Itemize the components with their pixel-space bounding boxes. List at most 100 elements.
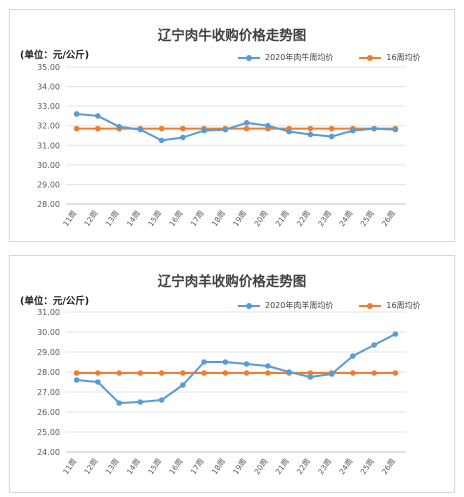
data-point xyxy=(371,370,377,376)
data-point xyxy=(286,128,292,135)
y-tick-label: 33.00 xyxy=(37,102,60,111)
legend-swatch-blue xyxy=(238,54,260,61)
y-tick-label: 30.00 xyxy=(37,328,60,337)
data-point xyxy=(73,125,80,132)
data-point xyxy=(265,370,271,376)
legend-swatch-blue xyxy=(238,302,260,309)
x-tick-label: 14周 xyxy=(125,209,142,228)
x-tick-label: 18周 xyxy=(210,209,227,228)
x-tick-label: 11周 xyxy=(61,457,78,476)
plot-area: 35.00 34.00 33.00 32.00 31.00 30.00 29.00 28.00… xyxy=(37,63,406,228)
y-tick-label: 34.00 xyxy=(37,83,60,92)
data-point xyxy=(201,127,207,134)
data-point xyxy=(201,370,207,376)
legend-entry-series-1: 2020年肉羊周均价 xyxy=(238,300,333,311)
legend-label: 2020年肉牛周均价 xyxy=(265,53,334,62)
y-tick-label: 28.00 xyxy=(37,200,60,209)
x-tick-label: 12周 xyxy=(82,209,99,228)
x-tick-label: 23周 xyxy=(316,209,333,228)
data-point xyxy=(95,379,101,385)
data-point xyxy=(116,370,122,376)
data-point xyxy=(137,370,144,376)
data-point xyxy=(180,382,186,388)
x-tick-label: 26周 xyxy=(380,457,397,476)
data-point xyxy=(392,126,399,133)
data-point xyxy=(158,137,165,144)
x-tick-label: 26周 xyxy=(380,209,397,228)
chart-legend: 2020年肉牛周均价 16周均价 xyxy=(238,52,421,63)
data-point xyxy=(222,359,229,365)
x-tick-label: 19周 xyxy=(231,209,248,228)
y-tick-label: 24.00 xyxy=(37,448,60,457)
x-tick-label: 20周 xyxy=(252,209,269,228)
data-point xyxy=(392,331,399,337)
data-point xyxy=(137,126,144,133)
data-point xyxy=(158,125,165,132)
legend-entry-series-2: 16周均价 xyxy=(359,300,421,311)
legend-swatch-orange xyxy=(359,302,382,309)
x-tick-label: 21周 xyxy=(274,209,291,228)
chart-title: 辽宁肉牛收购价格走势图 xyxy=(157,28,307,44)
legend-label: 16周均价 xyxy=(386,301,421,310)
data-point xyxy=(95,370,101,376)
y-tick-label: 27.00 xyxy=(37,388,60,397)
y-tick-label: 35.00 xyxy=(37,63,60,72)
legend-label: 16周均价 xyxy=(386,53,421,62)
data-point xyxy=(116,123,122,130)
data-point xyxy=(158,397,165,403)
x-tick-label: 15周 xyxy=(146,457,163,476)
x-tick-label: 25周 xyxy=(359,457,376,476)
data-point xyxy=(73,111,80,117)
data-point xyxy=(328,125,335,132)
x-tick-label: 22周 xyxy=(295,209,312,228)
y-tick-label: 26.00 xyxy=(37,408,60,417)
y-tick-label: 31.00 xyxy=(37,141,60,150)
data-point xyxy=(73,377,80,383)
data-point xyxy=(180,125,186,132)
y-tick-label: 31.00 xyxy=(37,308,60,317)
data-point xyxy=(392,370,399,376)
legend-label: 2020年肉羊周均价 xyxy=(265,301,334,310)
y-tick-label: 32.00 xyxy=(37,122,60,131)
data-point xyxy=(307,370,314,376)
data-point xyxy=(350,127,356,134)
data-point xyxy=(95,113,101,119)
y-tick-label: 29.00 xyxy=(37,348,60,357)
y-tick-label: 28.00 xyxy=(37,368,60,377)
data-point xyxy=(243,361,250,367)
unit-label: (单位：元/公斤) xyxy=(20,50,90,61)
data-point xyxy=(350,370,356,376)
x-tick-label: 13周 xyxy=(104,457,121,476)
x-tick-label: 18周 xyxy=(210,457,227,476)
data-point xyxy=(371,125,377,132)
data-point xyxy=(201,359,207,365)
data-point xyxy=(371,342,377,348)
x-tick-label: 25周 xyxy=(359,209,376,228)
x-tick-label: 20周 xyxy=(252,457,269,476)
x-tick-label: 16周 xyxy=(167,457,184,476)
data-point xyxy=(222,126,229,133)
y-tick-label: 29.00 xyxy=(37,180,60,189)
data-point xyxy=(116,400,122,406)
data-point xyxy=(307,131,314,138)
x-tick-label: 23周 xyxy=(316,457,333,476)
chart-legend: 2020年肉羊周均价 16周均价 xyxy=(238,300,421,311)
x-tick-label: 11周 xyxy=(61,209,78,228)
y-tick-label: 30.00 xyxy=(37,161,60,170)
data-point xyxy=(158,370,165,376)
x-tick-label: 17周 xyxy=(189,457,206,476)
data-point xyxy=(137,399,144,405)
data-point xyxy=(180,370,186,376)
x-tick-label: 24周 xyxy=(337,209,354,228)
data-point xyxy=(265,363,271,369)
data-point xyxy=(180,134,186,141)
series-line xyxy=(76,112,396,142)
x-tick-label: 24周 xyxy=(337,457,354,476)
x-tick-label: 19周 xyxy=(231,457,248,476)
data-point xyxy=(328,133,335,140)
data-point xyxy=(95,125,101,132)
data-point xyxy=(73,370,80,376)
data-point xyxy=(243,119,250,126)
legend-entry-series-1: 2020年肉牛周均价 xyxy=(238,52,333,63)
chart-title: 辽宁肉羊收购价格走势图 xyxy=(157,274,307,290)
